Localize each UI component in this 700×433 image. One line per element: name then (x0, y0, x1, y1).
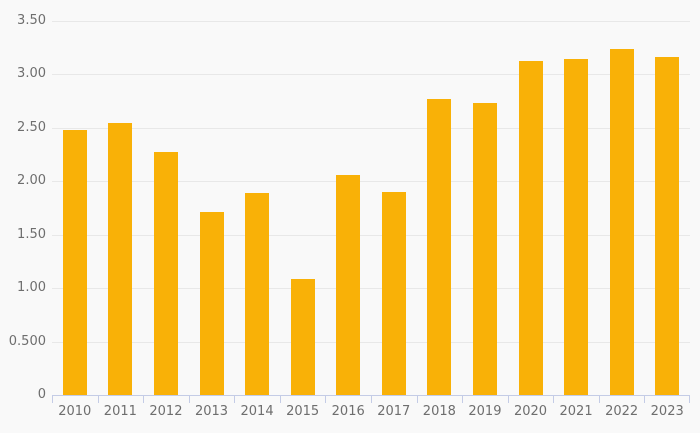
y-tick-label: 1.00 (17, 280, 46, 296)
x-tick-label: 2019 (468, 404, 502, 419)
x-axis-tick (234, 395, 236, 403)
y-tick-label: 1.50 (17, 226, 46, 242)
y-tick-label: 0.500 (8, 333, 46, 349)
gridline (52, 234, 690, 236)
x-tick-label: 2012 (149, 404, 183, 419)
x-tick-label: 2011 (103, 404, 137, 419)
bar (62, 130, 87, 395)
y-tick-label: 3.50 (17, 13, 46, 28)
bar (427, 99, 452, 395)
x-tick-label: 2018 (422, 404, 456, 419)
x-axis-tick (507, 395, 509, 403)
x-axis-tick (52, 395, 53, 403)
bar (518, 60, 543, 395)
x-tick-label: 2020 (513, 404, 548, 419)
gridline (52, 127, 690, 129)
bar (381, 191, 406, 395)
bar (655, 57, 680, 395)
x-axis-tick (97, 395, 99, 403)
bar (564, 59, 589, 395)
bar (153, 152, 178, 395)
bar (290, 278, 315, 395)
bar (108, 122, 133, 395)
y-tick-label: 2.00 (17, 173, 46, 189)
y-tick-label: 2.50 (17, 119, 46, 135)
x-tick-label: 2017 (377, 404, 411, 419)
x-axis-tick (598, 395, 600, 403)
bar (245, 193, 270, 395)
x-tick-label: 2014 (240, 404, 274, 419)
gridline (52, 21, 690, 22)
gridline (52, 74, 690, 76)
x-axis-tick (553, 395, 555, 403)
x-axis-tick (462, 395, 464, 403)
gridline (52, 341, 690, 343)
x-axis-tick (371, 395, 372, 403)
x-tick-label: 2022 (605, 404, 639, 419)
x-tick-label: 2023 (650, 404, 684, 419)
x-axis-tick (279, 395, 281, 403)
x-tick-label: 2010 (58, 404, 92, 419)
gridline (52, 288, 690, 290)
x-axis-tick (143, 395, 145, 403)
y-tick-label: 0 (37, 387, 46, 402)
y-tick-label: 3.00 (17, 66, 46, 82)
x-axis-tick (644, 395, 646, 403)
x-tick-label: 2021 (559, 404, 593, 419)
x-tick-label: 2015 (286, 404, 320, 419)
x-axis-tick (689, 395, 690, 403)
plot-area (52, 21, 690, 403)
x-axis-tick (188, 395, 190, 403)
bar (472, 103, 497, 395)
x-tick-label: 2016 (331, 404, 365, 419)
x-axis-tick (416, 395, 418, 403)
bar (336, 174, 361, 395)
x-axis-tick (325, 395, 327, 403)
bar (609, 48, 634, 395)
gridline (52, 181, 690, 183)
bar (199, 212, 224, 395)
x-tick-label: 2013 (194, 404, 229, 419)
